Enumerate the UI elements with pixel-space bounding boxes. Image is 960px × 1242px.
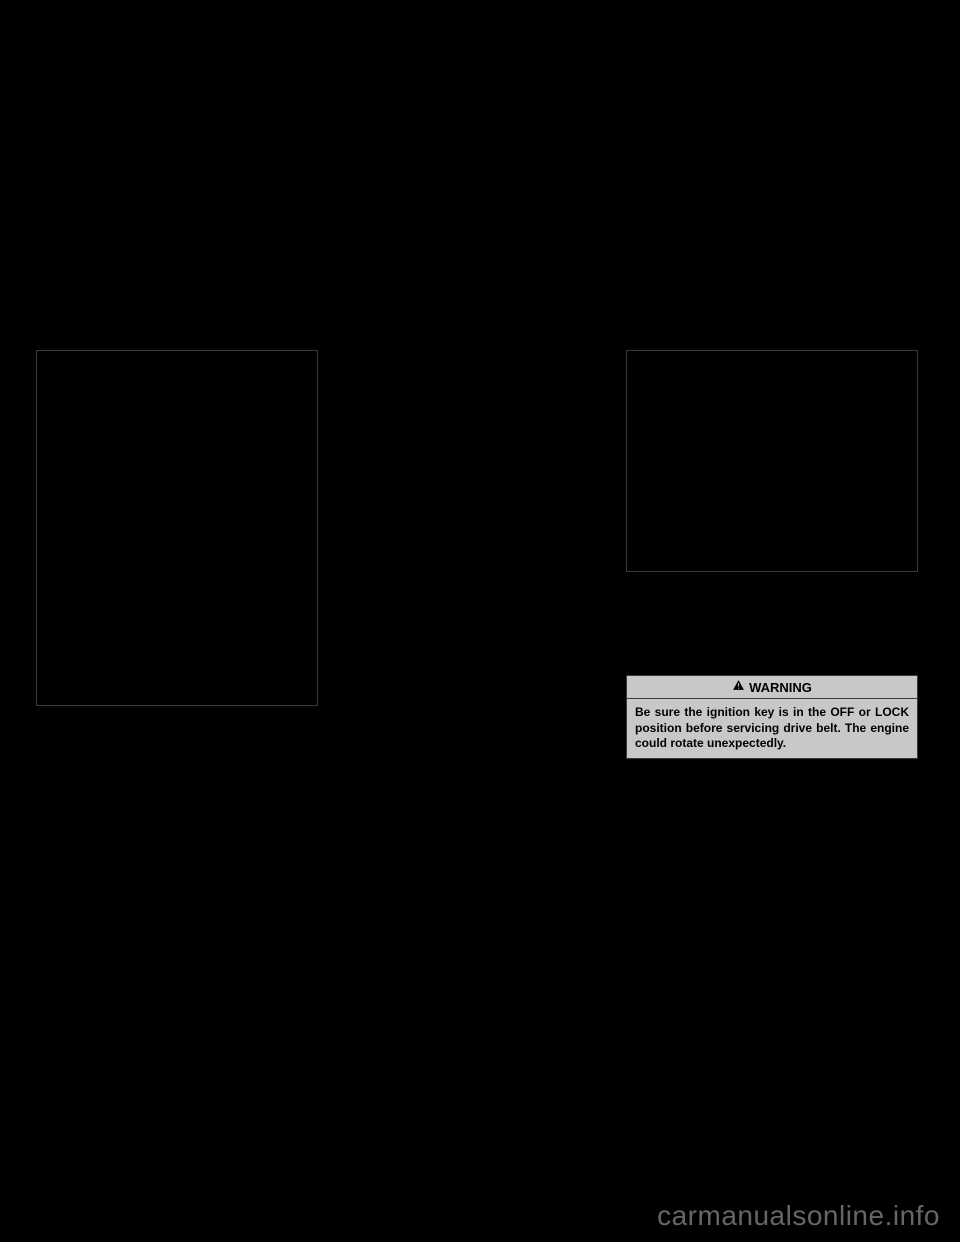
warning-box: WARNING Be sure the ignition key is in t… (626, 675, 918, 759)
warning-header: WARNING (626, 675, 918, 699)
left-image-frame (36, 350, 318, 706)
warning-triangle-icon (732, 679, 745, 695)
right-image-frame (626, 350, 918, 572)
warning-body-text: Be sure the ignition key is in the OFF o… (626, 699, 918, 759)
watermark-text: carmanualsonline.info (657, 1200, 940, 1232)
warning-label: WARNING (749, 680, 812, 695)
